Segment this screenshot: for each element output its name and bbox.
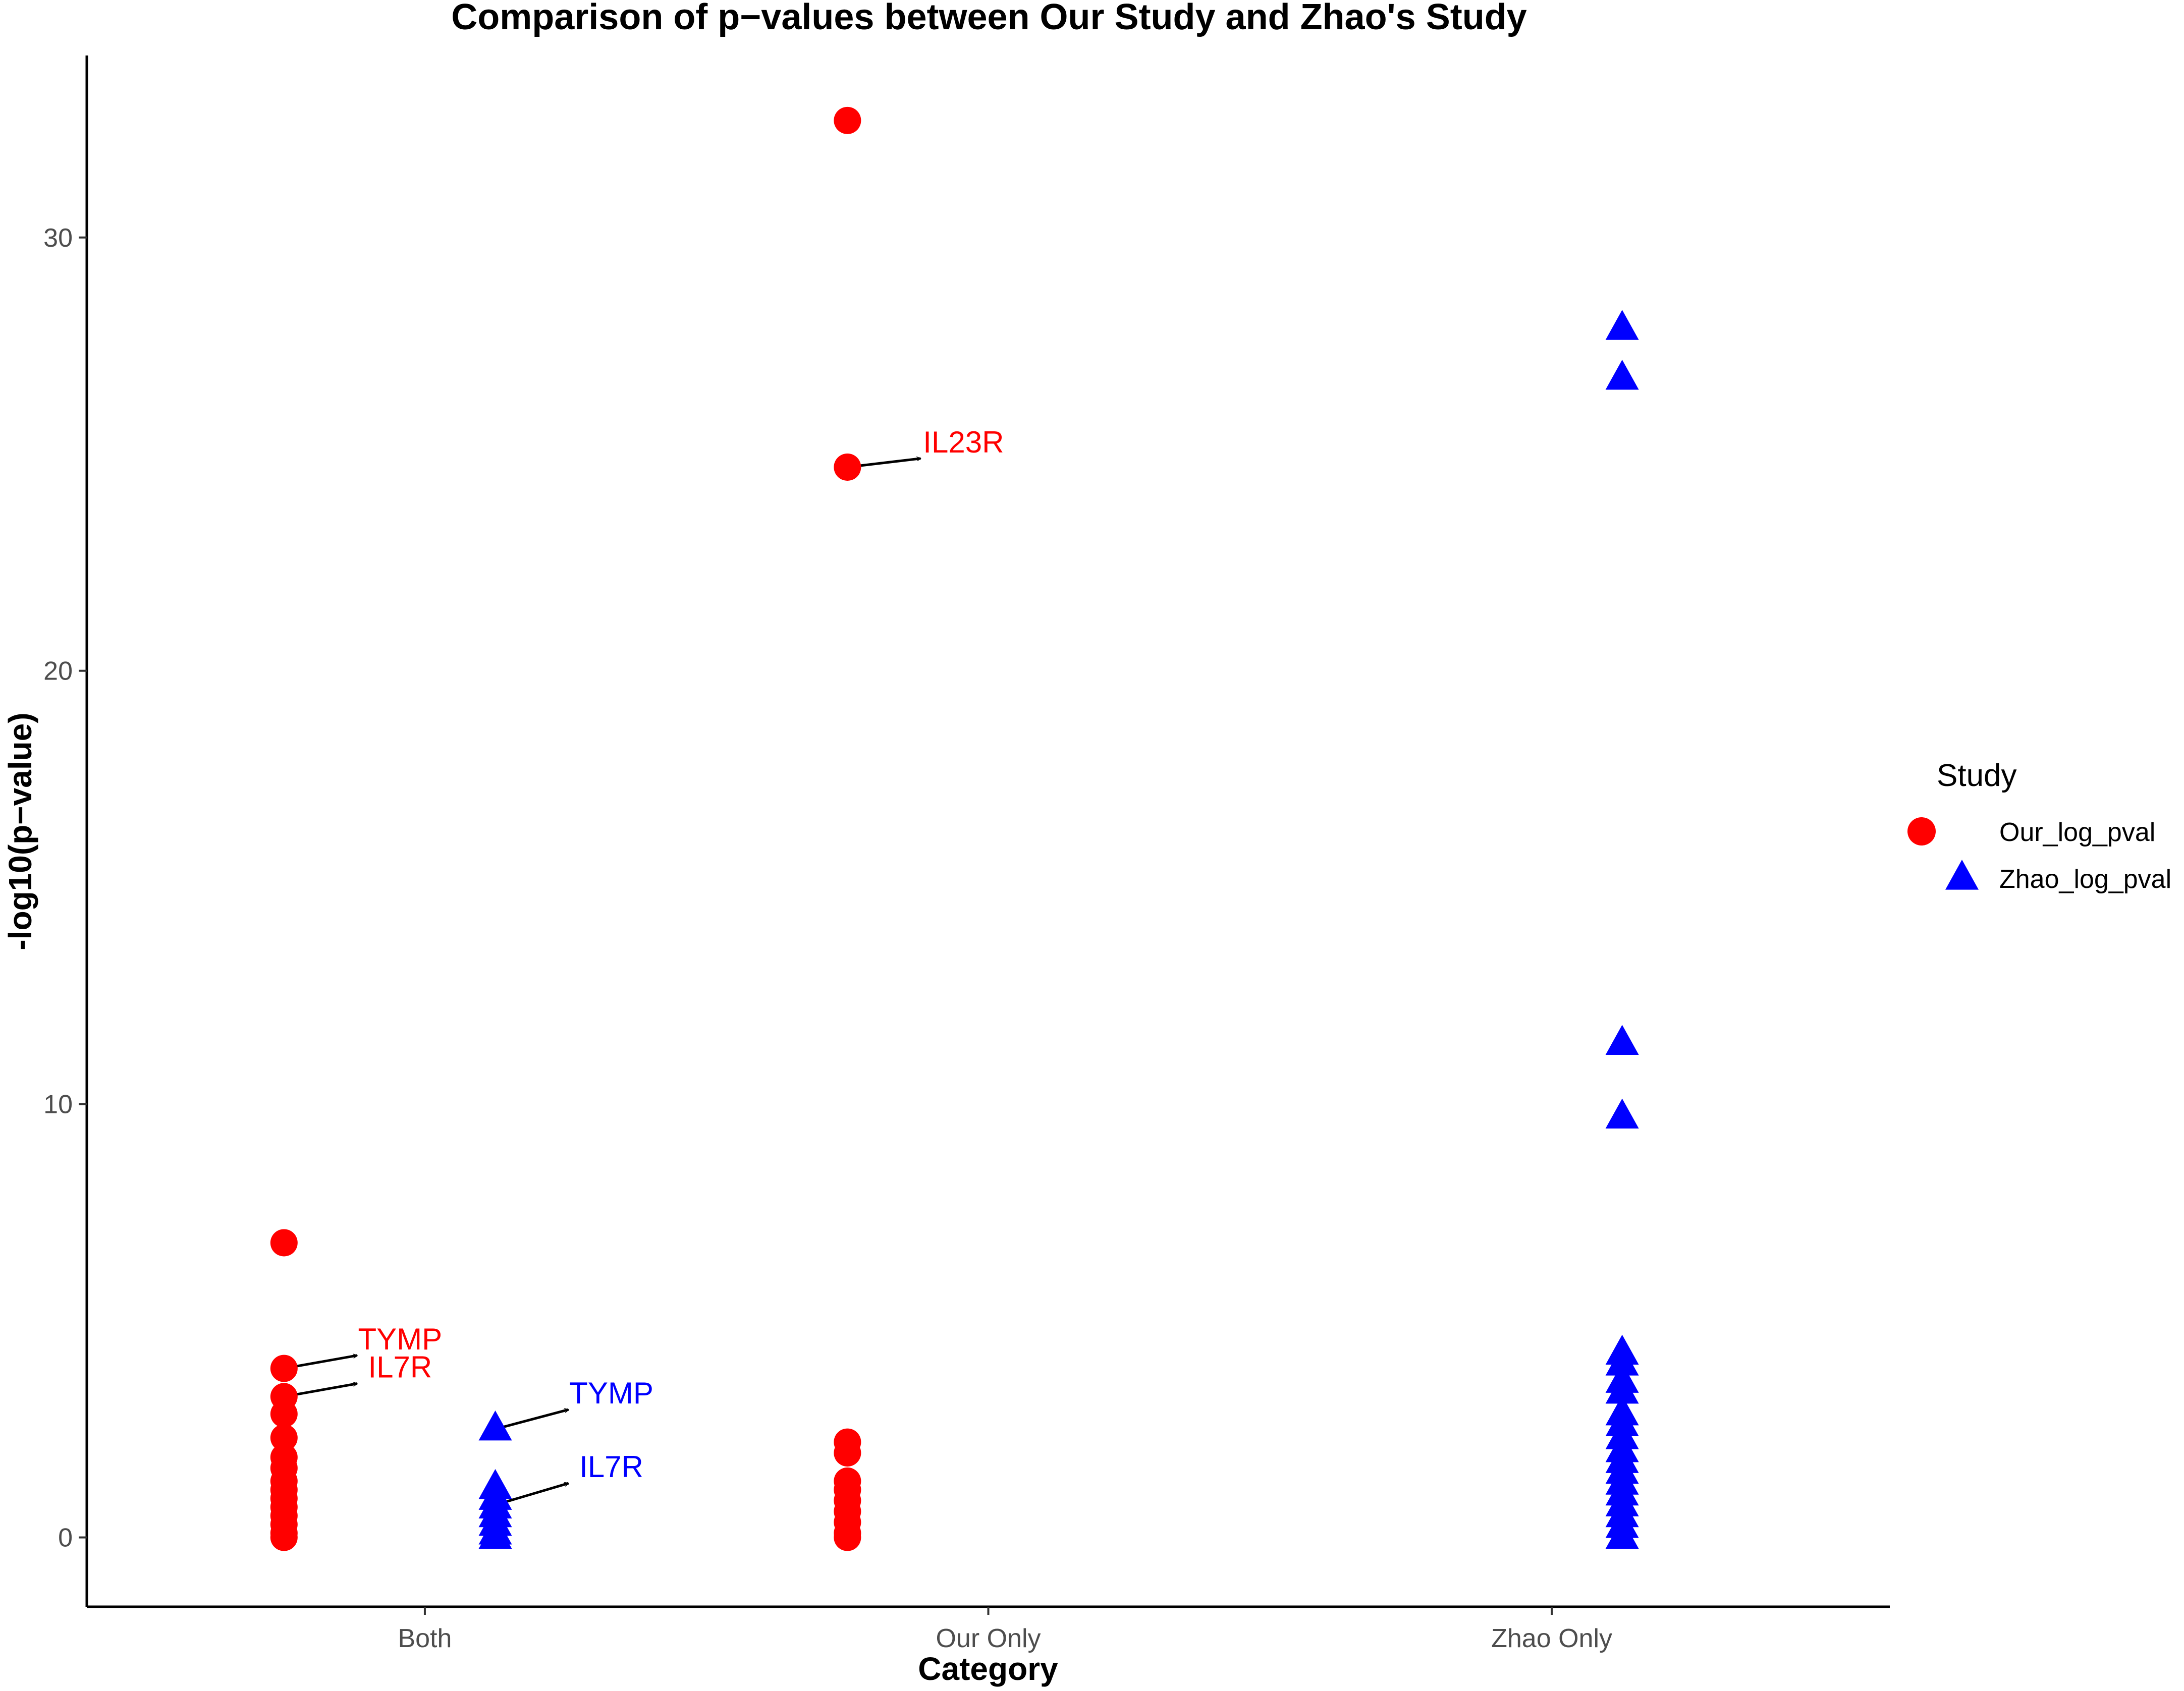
legend-label-zhao-log-pval: Zhao_log_pval xyxy=(1999,865,2171,894)
point-our-log-pval xyxy=(834,1524,861,1551)
point-zhao-log-pval xyxy=(1605,360,1639,390)
x-axis-title: Category xyxy=(918,1651,1058,1687)
annotation-arrow-tymp xyxy=(495,1410,569,1431)
point-our-log-pval xyxy=(270,1355,298,1382)
y-tick-label: 30 xyxy=(43,223,73,253)
legend-label-our-log-pval: Our_log_pval xyxy=(1999,818,2155,847)
legend-key-our-log-pval xyxy=(1907,817,1936,846)
point-our-log-pval xyxy=(270,1229,298,1257)
annotation-label-il23r: IL23R xyxy=(923,425,1004,459)
point-our-log-pval xyxy=(270,1524,298,1551)
y-axis-title: -log10(p−value) xyxy=(2,712,38,950)
point-zhao-log-pval xyxy=(1605,1345,1639,1376)
y-tick-label: 20 xyxy=(43,657,73,686)
x-axis-ticks: Both Our Only Zhao Only xyxy=(398,1607,1612,1653)
legend: Study Our_log_pval Zhao_log_pval xyxy=(1907,758,2171,894)
chart-title: Comparison of p−values between Our Study… xyxy=(451,0,1526,37)
y-tick-label: 10 xyxy=(43,1090,73,1119)
data-points xyxy=(270,106,1639,1551)
point-zhao-log-pval xyxy=(1605,1373,1639,1404)
point-our-log-pval xyxy=(270,1400,298,1428)
annotation-label-tymp: TYMP xyxy=(358,1322,442,1356)
x-tick-label-both: Both xyxy=(398,1624,452,1653)
point-zhao-log-pval xyxy=(478,1518,512,1549)
legend-title: Study xyxy=(1937,758,2017,793)
point-our-log-pval xyxy=(834,453,861,481)
point-zhao-log-pval xyxy=(478,1411,512,1441)
point-zhao-log-pval xyxy=(1605,1098,1639,1129)
annotation-label-il7r: IL7R xyxy=(368,1350,432,1384)
annotation-label-tymp: TYMP xyxy=(569,1376,653,1410)
annotation-arrow-il7r xyxy=(495,1483,569,1506)
point-our-log-pval xyxy=(834,106,861,134)
x-tick-label-zhao-only: Zhao Only xyxy=(1491,1624,1612,1653)
point-our-log-pval xyxy=(834,1439,861,1467)
point-zhao-log-pval xyxy=(1605,310,1639,340)
x-tick-label-our-only: Our Only xyxy=(936,1624,1041,1653)
legend-key-zhao-log-pval xyxy=(1945,860,1979,890)
point-zhao-log-pval xyxy=(1605,1025,1639,1055)
point-zhao-log-pval xyxy=(1605,1518,1639,1549)
y-axis-ticks: 0 10 20 30 xyxy=(43,223,87,1553)
annotation-label-il7r: IL7R xyxy=(579,1450,643,1484)
point-our-log-pval xyxy=(270,1424,298,1452)
y-tick-label: 0 xyxy=(58,1524,73,1553)
